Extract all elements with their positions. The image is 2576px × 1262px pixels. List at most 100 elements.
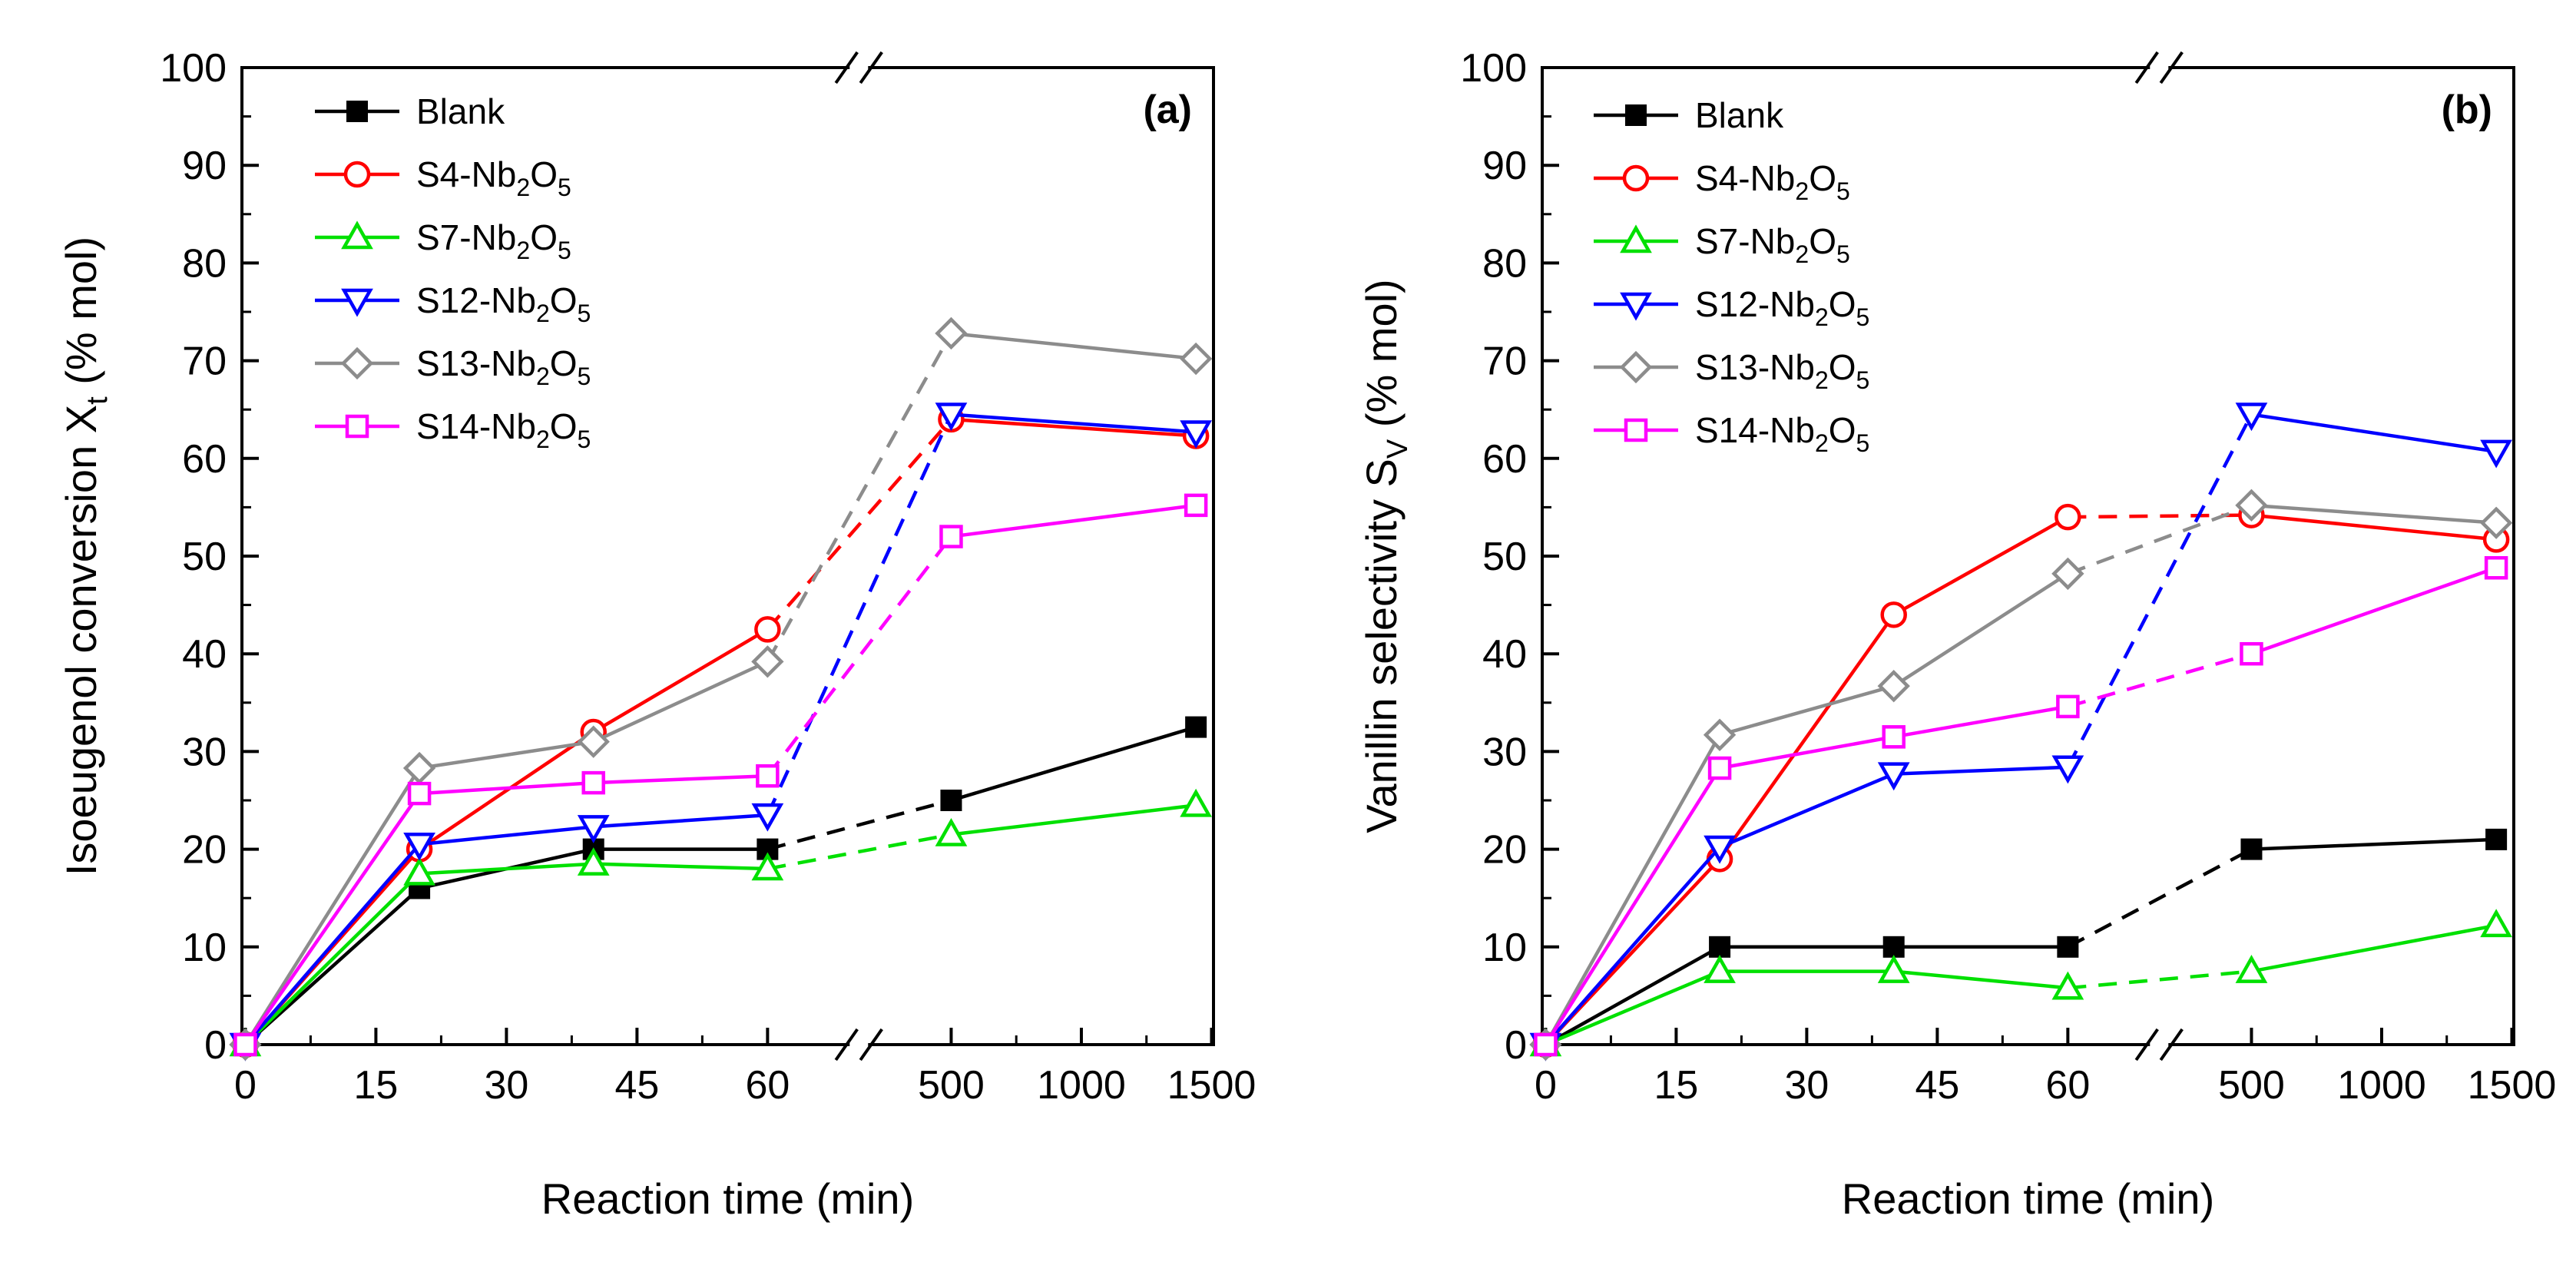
data-point: [233, 1032, 257, 1057]
data-point: [935, 817, 968, 846]
series-segment-dashed: [2068, 969, 2252, 990]
series-s13-nb2o5: [1529, 489, 2513, 1062]
series-segment: [592, 660, 769, 744]
data-point: [407, 781, 432, 806]
data-point: [403, 832, 435, 861]
panel-label: (b): [2442, 88, 2492, 132]
series-segment: [243, 886, 421, 1046]
series-segment: [2251, 923, 2497, 973]
series-s7-nb2o5: [229, 788, 1212, 1057]
series-segment: [1544, 734, 1722, 1046]
data-point: [939, 525, 963, 548]
data-point: [1180, 788, 1212, 817]
legend-label: S7-Nb2O5: [1695, 221, 1850, 268]
data-point: [2235, 955, 2268, 983]
legend-label: Blank: [1695, 95, 1784, 135]
series-segment: [1893, 704, 2068, 739]
series-segment: [951, 417, 1197, 438]
x-tick-label: 30: [1784, 1063, 1829, 1108]
data-point: [1709, 936, 1731, 958]
legend-marker: [343, 161, 371, 188]
x-tick-label: 45: [614, 1063, 659, 1108]
series-segment: [2251, 837, 2497, 851]
axis-break-gap: [849, 1040, 869, 1049]
series-s4-nb2o5: [1532, 502, 2510, 1058]
series-segment: [1544, 767, 1721, 1046]
x-tick-label: 15: [1654, 1063, 1698, 1108]
panel-label: (a): [1143, 88, 1192, 132]
series-segment-dashed: [766, 332, 953, 663]
y-axis-title: Vanillin selectivity SV (% mol): [1357, 279, 1414, 833]
data-point: [2235, 489, 2268, 522]
data-point: [2056, 694, 2080, 719]
x-tick-label: 500: [918, 1063, 985, 1108]
x-tick-label: 45: [1915, 1063, 1959, 1108]
series-s13-nb2o5: [229, 316, 1213, 1062]
axis-break-gap: [2150, 1040, 2169, 1049]
data-point: [1877, 762, 1910, 791]
data-point: [1877, 669, 1910, 703]
data-point: [1185, 716, 1207, 738]
data-point: [581, 770, 605, 795]
x-tick-label: 1500: [2468, 1063, 2557, 1108]
series-segment: [243, 767, 421, 1046]
series-segment-dashed: [767, 798, 952, 851]
data-point: [2240, 641, 2263, 666]
y-tick-label: 80: [182, 241, 227, 286]
series-segment: [418, 730, 594, 851]
series-segment: [592, 628, 769, 734]
data-point: [1703, 718, 1737, 751]
legend-marker: [1622, 164, 1650, 192]
data-point: [1882, 725, 1906, 749]
legend-label: S14-Nb2O5: [416, 406, 591, 453]
series-segment: [2251, 513, 2497, 542]
x-axis-title: Reaction time (min): [1842, 1174, 2214, 1223]
y-tick-label: 100: [160, 46, 227, 91]
data-point: [1534, 1032, 1558, 1057]
y-tick-label: 30: [182, 730, 227, 774]
y-tick-label: 50: [182, 535, 227, 579]
axis-break-mark: [2134, 51, 2159, 84]
data-point: [1704, 955, 1736, 983]
data-point: [2057, 936, 2079, 958]
axis-break-mark: [2159, 1028, 2184, 1062]
data-point: [1184, 493, 1208, 518]
series-segment: [1893, 765, 2068, 776]
legend-marker: [346, 101, 368, 122]
data-point: [2051, 755, 2084, 784]
x-tick-label: 0: [1535, 1063, 1557, 1108]
series-segment-dashed: [2067, 652, 2253, 709]
y-tick-label: 10: [1482, 926, 1527, 970]
series-segment: [951, 803, 1197, 836]
series-segment-dashed: [2066, 413, 2253, 768]
data-point: [756, 763, 780, 788]
data-point: [2235, 402, 2268, 432]
data-point: [577, 725, 610, 758]
x-tick-label: 1500: [1167, 1063, 1257, 1108]
legend-label: S13-Nb2O5: [1695, 347, 1869, 394]
x-tick-label: 1000: [2337, 1063, 2426, 1108]
data-point: [2485, 828, 2508, 850]
axis-break-mark: [2159, 51, 2184, 84]
x-tick-label: 60: [2045, 1063, 2090, 1108]
series-segment: [1892, 515, 2069, 617]
data-point: [2055, 503, 2081, 531]
y-tick-label: 20: [182, 828, 227, 873]
legend-marker: [341, 220, 373, 250]
series-blank: [234, 716, 1207, 1055]
legend-marker: [1619, 350, 1653, 384]
series-s14-nb2o5: [233, 493, 1208, 1057]
series-segment: [1718, 614, 1896, 860]
series-segment: [2251, 503, 2497, 525]
series-segment: [1893, 969, 2068, 990]
axis-break-mark: [2134, 1028, 2159, 1062]
data-point: [1882, 936, 1905, 958]
axis-break-mark: [834, 51, 859, 84]
data-point: [940, 790, 962, 811]
axis-break-gap: [849, 63, 869, 72]
axis-break-mark: [859, 1028, 883, 1062]
y-tick-label: 50: [1482, 535, 1527, 579]
data-point: [2480, 909, 2512, 938]
series-segment-dashed: [2067, 503, 2253, 576]
legend-marker: [1620, 292, 1652, 321]
